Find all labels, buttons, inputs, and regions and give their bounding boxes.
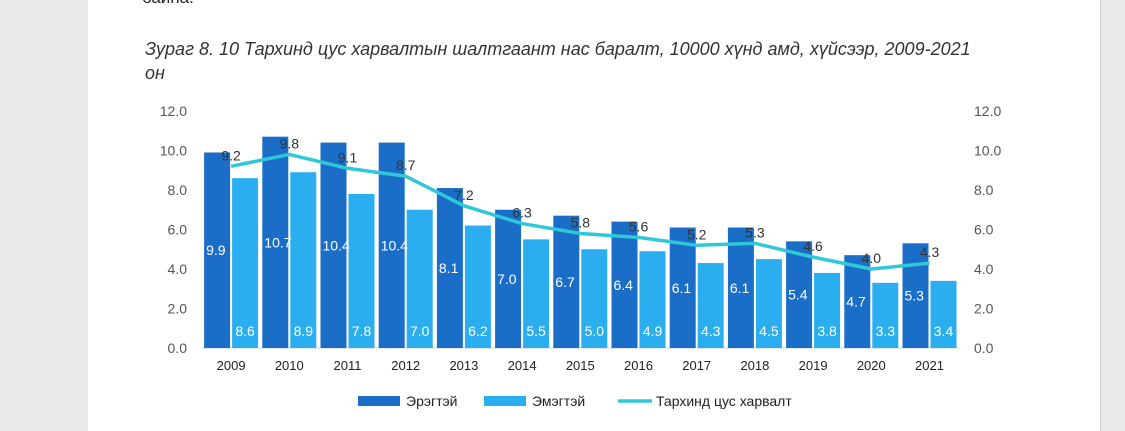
line-data-label: 9.8 [280, 135, 300, 151]
x-axis-tick-label: 2011 [334, 358, 362, 373]
x-axis-tick-label: 2016 [624, 358, 653, 373]
bar-women-data-label: 8.9 [294, 323, 314, 339]
y-axis-tick-label: 10.0 [160, 143, 187, 159]
bar-men-2019 [786, 241, 813, 348]
bar-men-2014 [495, 209, 522, 348]
bar-women-data-label: 3.4 [934, 323, 954, 339]
line-data-label: 6.3 [512, 205, 532, 221]
bar-women-data-label: 3.3 [876, 323, 896, 339]
y-axis-tick-label: 6.0 [168, 222, 188, 238]
bar-men-data-label: 6.1 [730, 280, 750, 296]
line-data-label: 4.0 [862, 250, 882, 266]
bar-men-data-label: 9.9 [206, 242, 226, 258]
line-data-label: 9.2 [221, 147, 241, 163]
line-data-label: 4.3 [920, 244, 940, 260]
y2-axis-tick-label: 10.0 [974, 143, 1001, 159]
bar-men-2016 [611, 221, 638, 348]
bar-men-2009 [204, 152, 231, 348]
x-axis-tick-label: 2021 [915, 358, 944, 373]
line-data-label: 5.8 [571, 214, 591, 230]
bar-women-data-label: 5.0 [585, 323, 605, 339]
legend-label: Эмэгтэй [532, 393, 585, 409]
y2-axis-tick-label: 6.0 [974, 222, 994, 238]
bar-women-2020 [872, 282, 899, 348]
bar-women-2019 [814, 272, 841, 348]
bar-men-2010 [262, 136, 289, 348]
bar-women-data-label: 4.5 [759, 323, 779, 339]
line-data-label: 5.6 [629, 218, 649, 234]
bar-men-data-label: 4.7 [846, 294, 866, 310]
bar-women-data-label: 7.0 [410, 323, 430, 339]
previous-text-fragment: байна. [142, 0, 194, 8]
bar-women-2013 [464, 225, 491, 348]
bar-women-data-label: 7.8 [352, 323, 372, 339]
bar-women-data-label: 4.3 [701, 323, 721, 339]
bar-women-data-label: 5.5 [526, 323, 546, 339]
figure-caption: Зураг 8. 10 Тархинд цус харвалтын шалтга… [145, 39, 971, 83]
bar-men-2021 [902, 243, 929, 348]
bar-men-data-label: 7.0 [497, 271, 517, 287]
y-axis-tick-label: 12.0 [160, 103, 187, 119]
bar-men-2017 [669, 227, 696, 348]
x-axis-tick-label: 2012 [391, 358, 420, 373]
y-axis-tick-label: 8.0 [168, 182, 188, 198]
bar-women-data-label: 3.8 [817, 323, 837, 339]
bar-men-data-label: 10.4 [323, 237, 350, 253]
y2-axis-tick-label: 0.0 [974, 340, 994, 356]
line-data-label: 9.1 [338, 149, 358, 165]
bar-women-2021 [930, 280, 957, 348]
bar-women-2014 [523, 239, 550, 348]
bar-men-data-label: 8.1 [439, 260, 459, 276]
bar-men-2020 [844, 255, 871, 348]
bar-men-2015 [553, 215, 580, 348]
bar-men-data-label: 6.7 [555, 274, 575, 290]
line-data-label: 7.2 [454, 187, 474, 203]
bar-men-data-label: 6.1 [672, 280, 692, 296]
line-data-label: 5.2 [687, 226, 707, 242]
bar-women-2010 [290, 172, 317, 348]
bar-men-2013 [436, 188, 463, 348]
legend-label: Эрэгтэй [406, 393, 457, 409]
bar-men-data-label: 10.7 [264, 234, 291, 250]
bar-women-data-label: 6.2 [468, 323, 488, 339]
x-axis-tick-label: 2017 [682, 358, 711, 373]
bar-women-2011 [348, 193, 375, 348]
x-axis-tick-label: 2015 [566, 358, 595, 373]
x-axis-tick-label: 2018 [740, 358, 769, 373]
legend-label: Тархинд цус харвалт [656, 393, 792, 409]
bar-women-2017 [697, 263, 724, 348]
bar-men-data-label: 5.4 [788, 287, 808, 303]
x-axis-tick-label: 2013 [449, 358, 478, 373]
x-axis-tick-label: 2020 [857, 358, 886, 373]
line-data-label: 8.7 [396, 157, 416, 173]
legend-swatch-women [484, 396, 526, 406]
y2-axis-tick-label: 2.0 [974, 301, 994, 317]
bar-women-2015 [581, 249, 608, 348]
x-axis-tick-label: 2009 [217, 358, 246, 373]
bar-men-2018 [727, 227, 754, 348]
line-data-label: 4.6 [803, 238, 823, 254]
y-axis-tick-label: 4.0 [168, 261, 188, 277]
bar-women-data-label: 4.9 [643, 323, 663, 339]
bar-men-data-label: 10.4 [381, 237, 408, 253]
line-data-label: 5.3 [745, 224, 765, 240]
x-axis-tick-label: 2014 [508, 358, 537, 373]
bar-women-2009 [232, 178, 259, 348]
bar-men-data-label: 5.3 [905, 288, 925, 304]
bar-men-data-label: 6.4 [614, 277, 634, 293]
bar-women-2016 [639, 251, 666, 348]
y2-axis-tick-label: 8.0 [974, 182, 994, 198]
bar-women-2018 [755, 259, 782, 348]
bar-women-data-label: 8.6 [235, 323, 255, 339]
y2-axis-tick-label: 4.0 [974, 261, 994, 277]
y-axis-tick-label: 0.0 [168, 340, 188, 356]
legend-swatch-men [358, 396, 400, 406]
x-axis-tick-label: 2010 [275, 358, 304, 373]
y-axis-tick-label: 2.0 [168, 301, 188, 317]
y2-axis-tick-label: 12.0 [974, 103, 1001, 119]
bar-women-2012 [406, 209, 433, 348]
bar-men-2011 [320, 142, 347, 348]
x-axis-tick-label: 2019 [799, 358, 828, 373]
